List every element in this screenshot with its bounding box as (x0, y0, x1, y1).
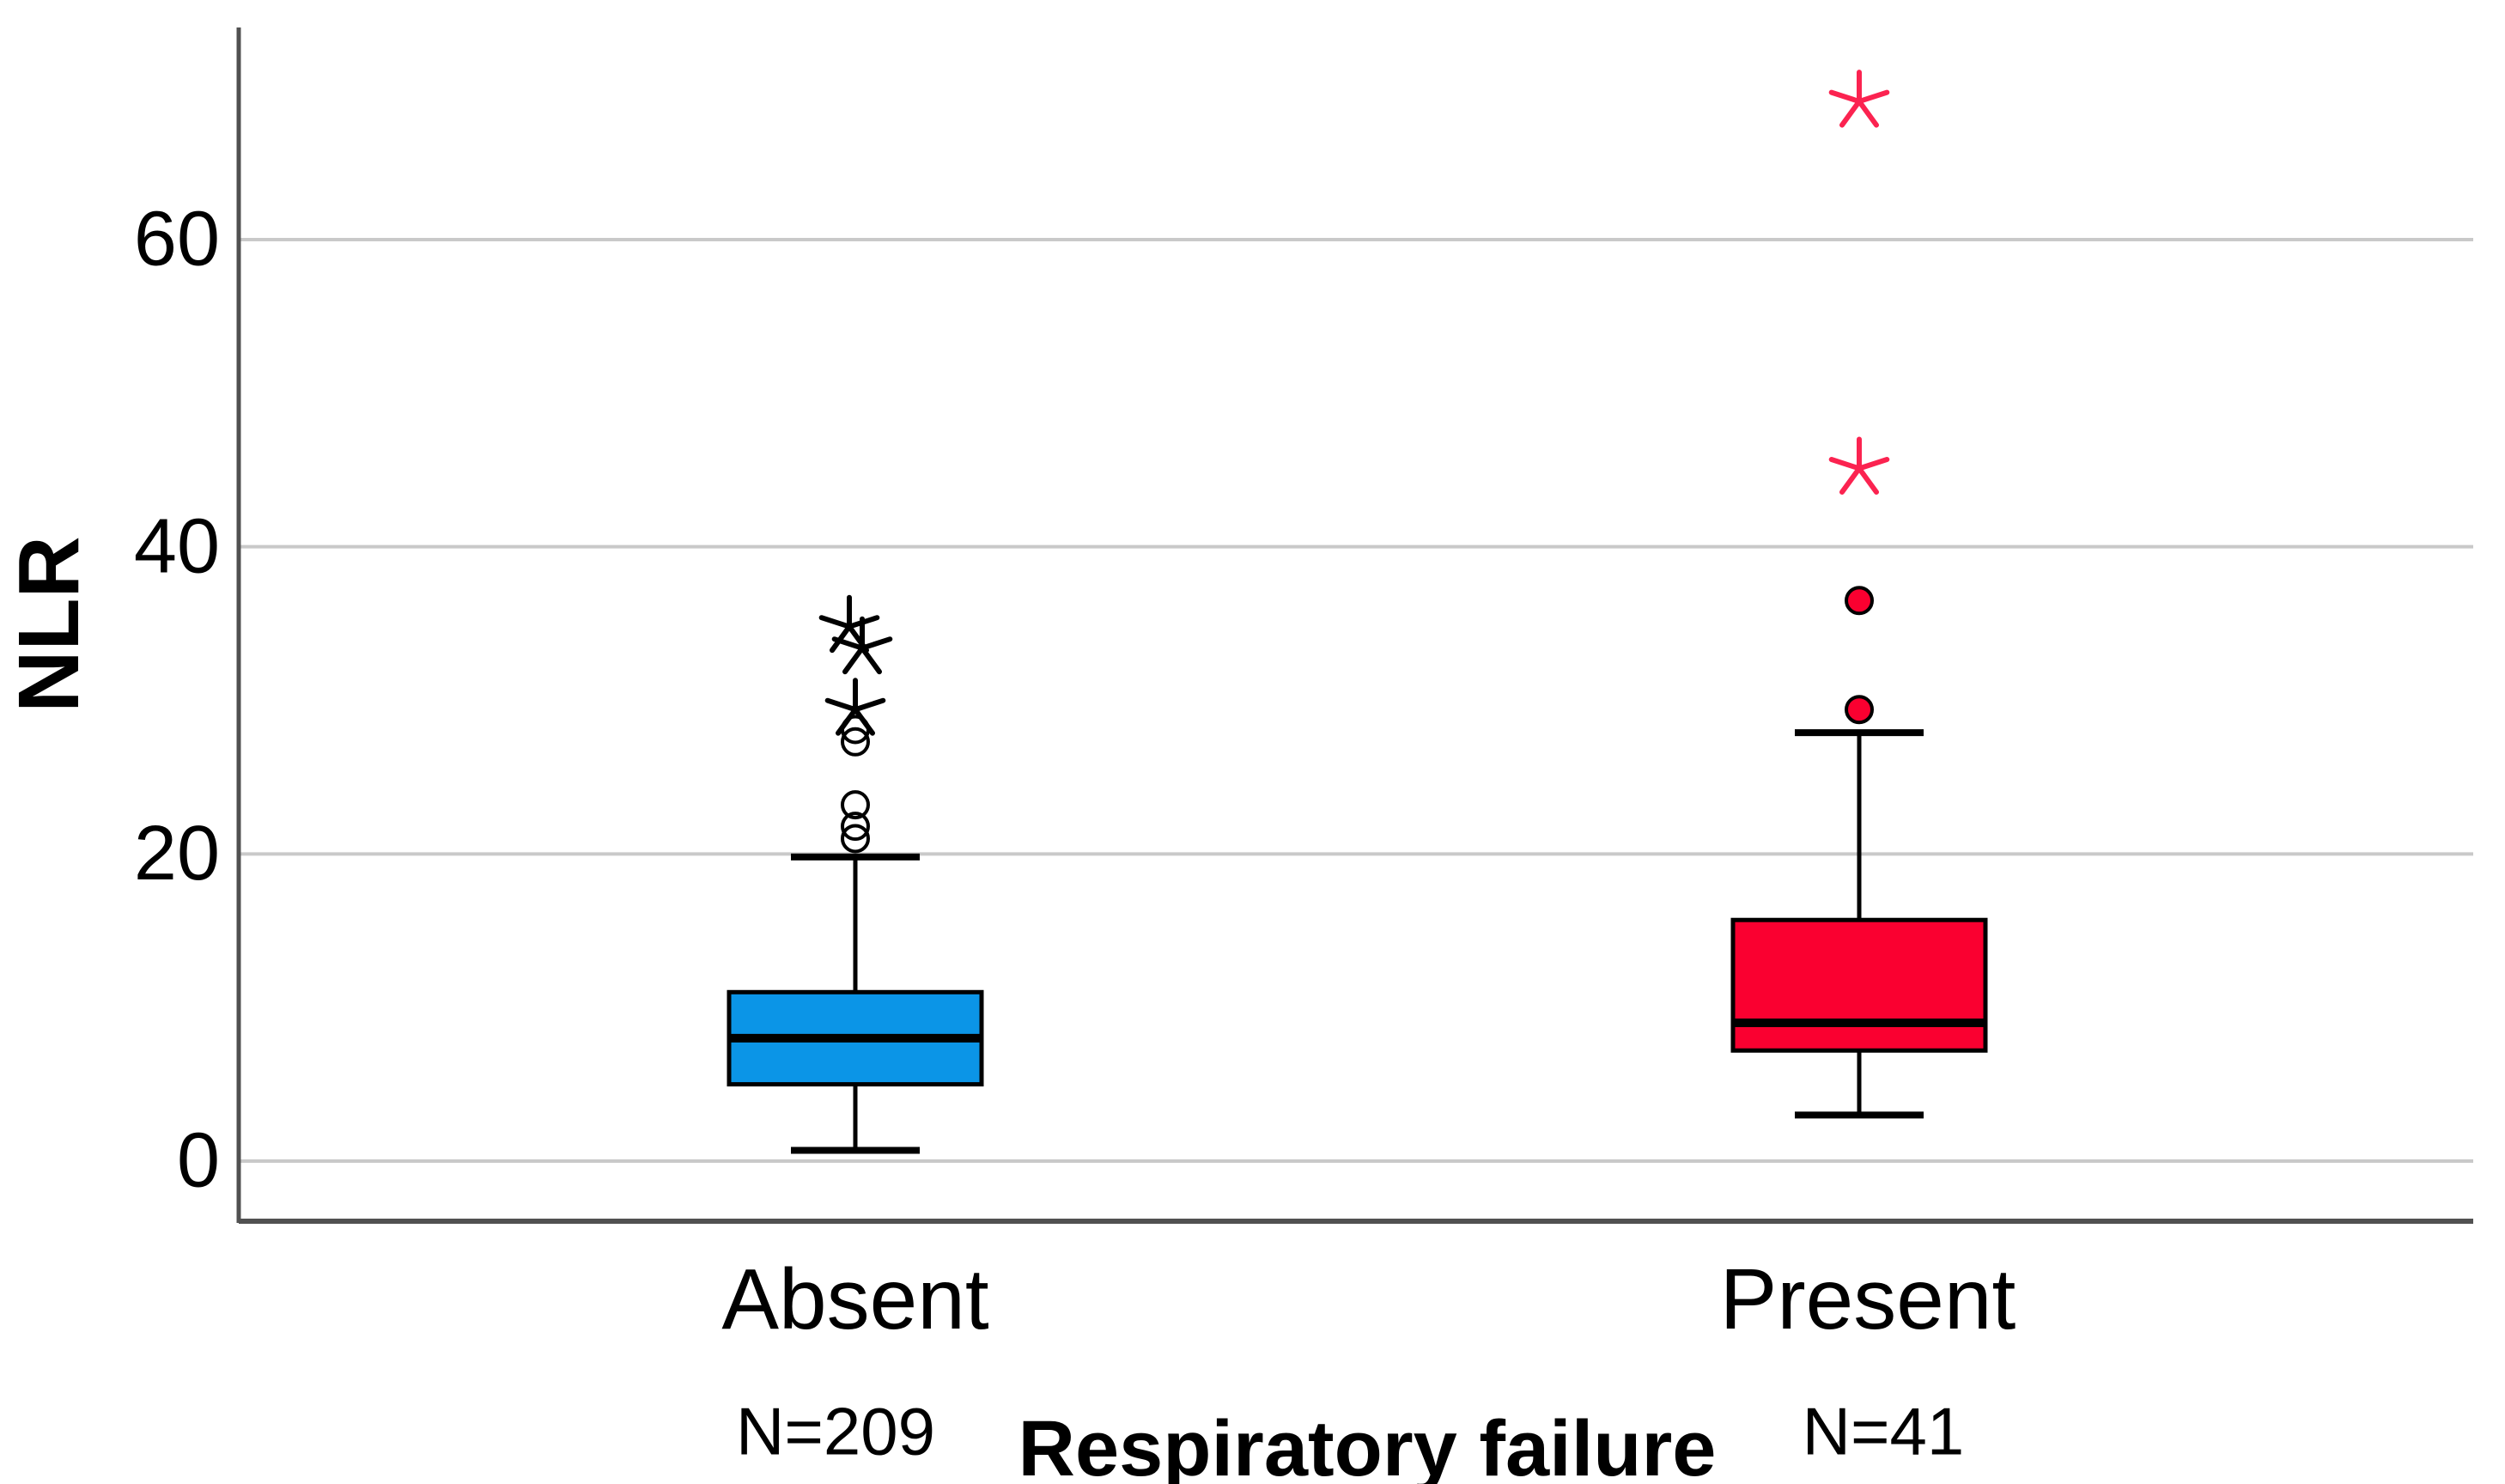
box-group-absent (727, 594, 984, 1154)
ytick-label-0: 0 (177, 1118, 220, 1204)
outlier-circle-present-36.5 (1845, 586, 1874, 616)
box-layer (727, 70, 1988, 1154)
ytick-label-40: 40 (134, 503, 220, 589)
outlier-star-present-69 (1828, 70, 1890, 128)
outlier-circle-absent-21.8 (841, 812, 870, 842)
category-label-absent: Absent (721, 1251, 989, 1347)
category-label-present: Present (1720, 1251, 2016, 1347)
outlier-circle-present-29.4 (1845, 695, 1874, 725)
axis-layer (236, 27, 2473, 1224)
outlier-star-absent-34.8 (818, 594, 880, 654)
y-axis-title: NLR (1, 536, 97, 713)
outlier-circle-absent-23.2 (841, 790, 870, 820)
outlier-star-absent-29.4 (824, 678, 886, 736)
outlier-star-absent-33.4 (831, 616, 893, 675)
tick-label-layer: 0 20 40 60 (134, 197, 220, 1204)
ytick-label-20: 20 (134, 811, 220, 897)
iqr-box-present (1730, 917, 1988, 1053)
n-label-absent: N=209 (736, 1393, 935, 1469)
outlier-circle-absent-27.3 (841, 727, 870, 757)
ytick-label-60: 60 (134, 197, 220, 283)
box-group-present (1730, 70, 1988, 1119)
outlier-star-present-45.1 (1828, 436, 1890, 495)
n-label-present: N=41 (1803, 1393, 1965, 1469)
outlier-circle-absent-21 (841, 824, 870, 854)
x-axis-title: Respiratory failure (1018, 1405, 1717, 1484)
gridline-layer (240, 238, 2473, 1163)
